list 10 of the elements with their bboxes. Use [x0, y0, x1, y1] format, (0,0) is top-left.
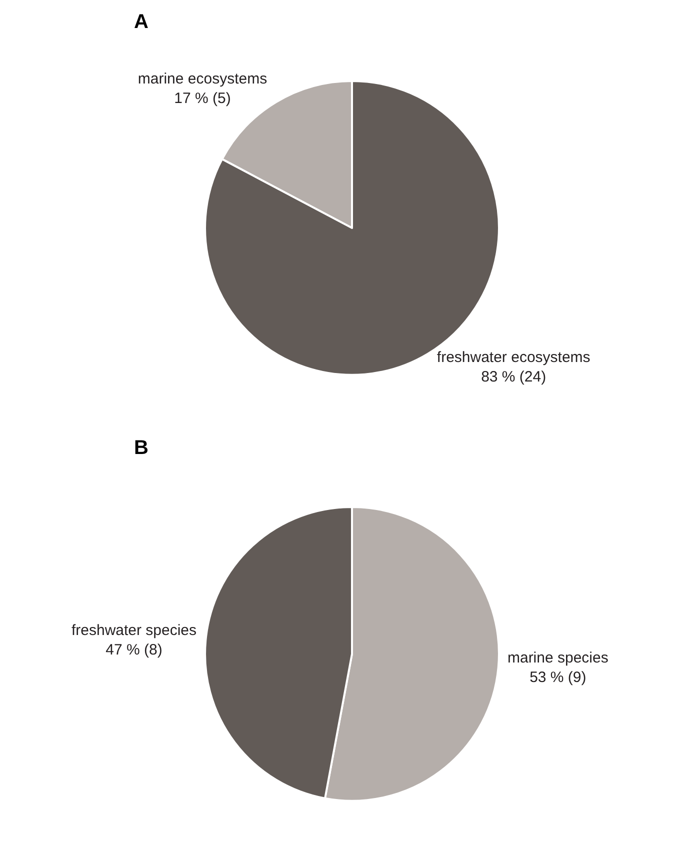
slice-label: marine species: [507, 649, 608, 666]
slice-label: marine ecosystems: [138, 70, 268, 88]
data-label: 53 % (9): [530, 668, 586, 686]
data-label: 47 % (8): [106, 641, 162, 658]
chart-title: A: [134, 11, 148, 33]
slice-label: freshwater species: [71, 622, 197, 639]
data-label: 83 % (24): [481, 368, 546, 386]
data-label: 17 % (5): [174, 90, 231, 107]
slice-label: freshwater ecosystems: [436, 348, 590, 366]
chart-title: B: [134, 437, 148, 459]
